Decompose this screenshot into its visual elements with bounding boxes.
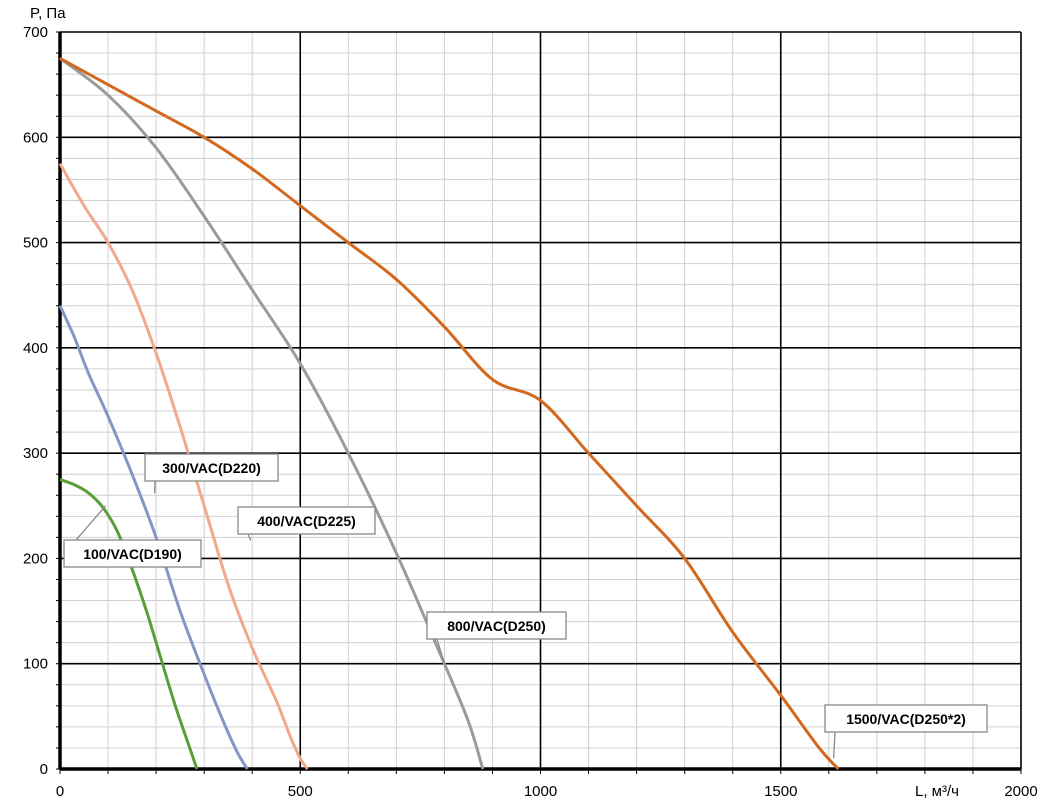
y-tick-label: 700 (23, 24, 48, 41)
y-tick-label: 200 (23, 550, 48, 567)
series-label: 800/VAC(D250) (447, 618, 546, 634)
series-callout: 1500/VAC(D250*2) (824, 704, 988, 759)
x-axis-label: L, м³/ч (915, 783, 959, 800)
callout-box (144, 453, 279, 482)
y-tick-label: 100 (23, 656, 48, 673)
axes (56, 31, 1022, 774)
series-callout: 100/VAC(D190) (63, 505, 202, 568)
series-line (59, 57, 840, 771)
grid (59, 31, 1022, 770)
series-label: 300/VAC(D220) (162, 460, 261, 476)
series-lines (58, 57, 840, 771)
series-line (59, 57, 485, 770)
series-callouts: 100/VAC(D190) 300/VAC(D220) 400/VAC(D225) 8… (63, 453, 988, 759)
y-tick-label: 0 (40, 761, 48, 778)
callout-box (237, 506, 376, 535)
callout-box (63, 539, 202, 568)
x-tick-label: 1500 (764, 783, 797, 800)
x-tick-label: 2000 (1004, 783, 1037, 800)
series-callout: 300/VAC(D220) (144, 453, 279, 494)
y-tick-label: 500 (23, 235, 48, 252)
callout-leader (436, 638, 446, 664)
callout-leader (75, 505, 107, 541)
callout-box (824, 704, 988, 733)
y-tick-label: 600 (23, 129, 48, 146)
series-label: 1500/VAC(D250*2) (846, 711, 966, 727)
series-line (59, 478, 199, 770)
x-tick-label: 0 (56, 783, 64, 800)
callout-leader (832, 731, 836, 759)
series-callout: 400/VAC(D225) (237, 506, 376, 541)
series-line (58, 305, 249, 770)
callout-box (426, 611, 567, 640)
series-callout: 800/VAC(D250) (426, 611, 567, 664)
series-label: 400/VAC(D225) (257, 513, 356, 529)
y-tick-label: 300 (23, 445, 48, 462)
x-tick-label: 500 (288, 783, 313, 800)
callout-leader (247, 533, 252, 541)
series-line (58, 162, 309, 770)
x-tick-label: 1000 (524, 783, 557, 800)
y-tick-label: 400 (23, 340, 48, 357)
y-axis-label: P, Па (30, 5, 66, 22)
tick-labels: 0 100 200 300 400 500 600 700 0 500 1000 1500 2000 (23, 24, 1038, 800)
series-label: 100/VAC(D190) (83, 546, 182, 562)
